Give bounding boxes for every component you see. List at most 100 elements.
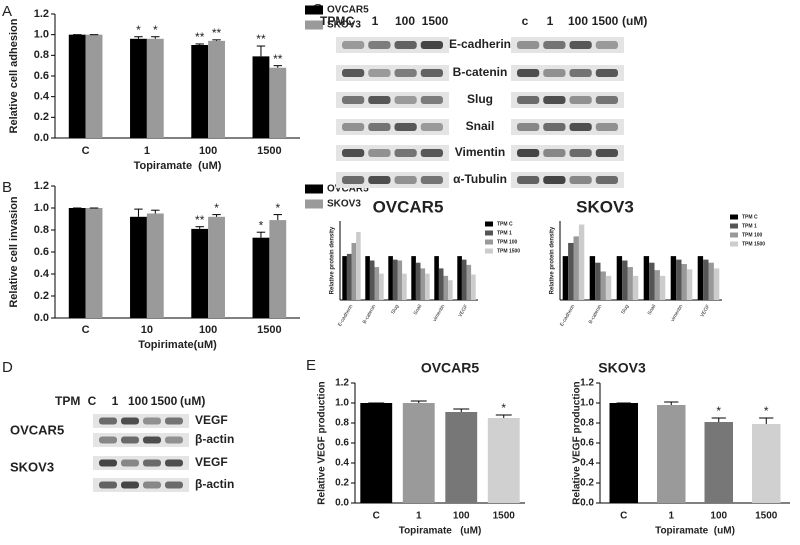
blot-band [368, 149, 391, 157]
error-bar [664, 401, 679, 405]
blot-bg [93, 414, 189, 428]
chart-title: OVCAR5 [421, 360, 480, 376]
significance: * [214, 201, 219, 215]
bar [697, 256, 704, 300]
blot-band [121, 459, 139, 467]
x-tick-label: E-cadherin [337, 303, 354, 327]
y-tick-label: 0.4 [34, 268, 50, 280]
blot-band [342, 96, 365, 104]
error-bar [134, 208, 143, 217]
blot-band [595, 96, 618, 104]
bar [443, 275, 449, 300]
blot-band [420, 149, 443, 157]
blot-bg [511, 65, 624, 81]
y-tick-label: 0.8 [34, 224, 49, 236]
lane-label: 1 [547, 14, 554, 28]
blot-band [143, 481, 161, 489]
bar [208, 40, 225, 138]
lane-label: c [522, 14, 529, 28]
legend-label: TPM 1500 [742, 241, 765, 247]
blot-band [420, 69, 443, 77]
blot-band [368, 69, 391, 77]
blot-bg [93, 456, 189, 470]
blot-bg [511, 92, 624, 108]
significance: ** [256, 32, 266, 46]
y-tick-label: 0.2 [34, 290, 49, 302]
blot-band [420, 96, 443, 104]
bar [415, 262, 421, 300]
bar [397, 260, 403, 300]
bar [632, 275, 639, 300]
y-axis-label: Relative cell adhesion [8, 18, 20, 133]
legend-label: TPM 1500 [497, 248, 520, 254]
significance: ** [195, 30, 205, 44]
protein-label: β-actin [195, 432, 234, 446]
blot-bg [336, 65, 449, 81]
legend-swatch [730, 232, 738, 238]
chart-title: OVCAR5 [373, 197, 444, 216]
significance: ** [212, 26, 222, 40]
bar [609, 403, 638, 503]
bar [346, 253, 352, 300]
bar [573, 236, 579, 300]
bar [252, 237, 270, 318]
lane-label: 1 [112, 394, 119, 408]
x-tick-label: B-catenin [362, 303, 378, 324]
bar [649, 262, 655, 300]
bar [369, 260, 375, 300]
error-bar [134, 36, 143, 39]
bar [68, 34, 86, 138]
blot-bg [336, 172, 449, 188]
blot-header: TPM [55, 394, 80, 408]
legend-label: SKOV3 [327, 199, 361, 210]
bar [562, 256, 569, 300]
x-axis-label: Topiramate (uM) [399, 526, 482, 537]
bar [578, 224, 585, 300]
blot-band [368, 96, 391, 104]
x-tick-label: C [373, 511, 380, 522]
bar [461, 259, 467, 300]
bar [130, 216, 147, 318]
bar [595, 262, 601, 300]
y-tick-label: 0.2 [580, 478, 594, 489]
blot-header: TPM [320, 14, 345, 28]
bar [191, 45, 209, 138]
bar [425, 273, 430, 300]
bar [85, 34, 103, 138]
legend-label: OVCAR5 [327, 5, 369, 16]
bar [146, 38, 164, 138]
lane-label: 100 [128, 394, 148, 408]
y-tick-label: 1.2 [34, 180, 49, 192]
y-tick-label: 0.4 [335, 458, 349, 469]
blot-band [121, 481, 139, 489]
error-bar [273, 65, 283, 68]
legend-label: TPM 1 [497, 230, 512, 236]
protein-label: Slug [467, 92, 493, 106]
y-tick-label: 1.2 [335, 378, 349, 389]
bar [374, 267, 380, 300]
y-tick-label: 0.0 [580, 498, 594, 509]
x-tick-label: 10 [141, 324, 153, 336]
error-bar [212, 214, 221, 217]
blot-band [99, 436, 117, 444]
y-tick-label: 0.4 [34, 91, 50, 103]
bar [191, 228, 209, 318]
legend-label: TPM 1 [742, 223, 757, 229]
lane-label: 100 [568, 14, 588, 28]
bar [605, 275, 612, 300]
blot-band [394, 123, 417, 131]
legend-swatch [485, 248, 493, 254]
error-bar [273, 214, 283, 221]
bar [466, 264, 472, 300]
chart-title: SKOV3 [598, 360, 646, 376]
error-bar [410, 400, 427, 403]
bar [68, 208, 86, 318]
blot-bg [511, 145, 624, 161]
blot-band [543, 123, 566, 131]
cell-line-label: SKOV3 [10, 459, 54, 474]
y-axis-label: Relative protein density [550, 226, 556, 294]
blot-band [165, 481, 183, 489]
blot-band [543, 96, 566, 104]
significance: * [275, 201, 280, 215]
